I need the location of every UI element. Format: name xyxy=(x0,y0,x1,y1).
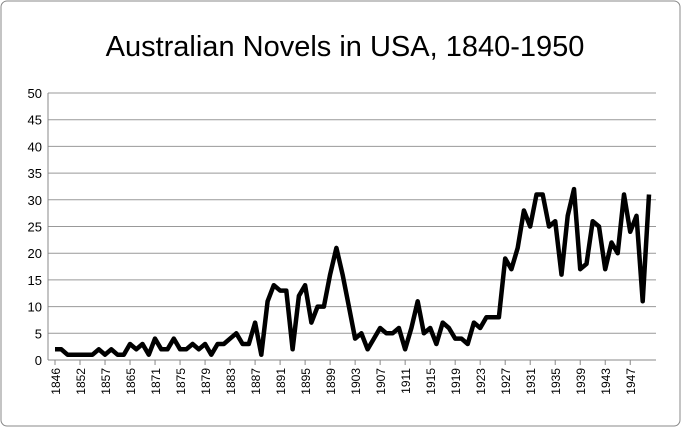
chart-title: Australian Novels in USA, 1840-1950 xyxy=(106,31,585,63)
x-tick-label: 1846 xyxy=(49,368,63,395)
y-tick-label: 35 xyxy=(28,166,42,181)
x-tick-label: 1903 xyxy=(349,368,363,395)
x-tick-label: 1899 xyxy=(324,368,338,395)
x-tick-label: 1871 xyxy=(149,368,163,395)
x-tick-label: 1875 xyxy=(174,368,188,395)
x-tick-label: 1947 xyxy=(624,368,638,395)
x-tick-label: 1919 xyxy=(449,368,463,395)
y-tick-label: 30 xyxy=(28,193,42,208)
x-tick-label: 1923 xyxy=(474,368,488,395)
y-tick-label: 15 xyxy=(28,273,42,288)
x-tick-label: 1852 xyxy=(74,368,88,395)
x-tick-label: 1939 xyxy=(574,368,588,395)
x-tick-label: 1943 xyxy=(599,368,613,395)
x-tick-label: 1935 xyxy=(549,368,563,395)
x-tick-label: 1865 xyxy=(124,368,138,395)
y-tick-label: 0 xyxy=(35,353,42,368)
x-tick-label: 1915 xyxy=(424,368,438,395)
y-tick-label: 10 xyxy=(28,300,42,315)
y-tick-label: 5 xyxy=(35,326,42,341)
x-tick-label: 1911 xyxy=(399,368,413,394)
x-tick-label: 1927 xyxy=(499,368,513,395)
x-tick-label: 1857 xyxy=(99,368,113,395)
y-tick-label: 20 xyxy=(28,246,42,261)
y-tick-label: 25 xyxy=(28,220,42,235)
x-tick-label: 1879 xyxy=(199,368,213,395)
x-tick-label: 1887 xyxy=(249,368,263,395)
x-tick-label: 1895 xyxy=(299,368,313,395)
x-tick-label: 1907 xyxy=(374,368,388,395)
y-tick-label: 40 xyxy=(28,139,42,154)
x-tick-label: 1883 xyxy=(224,368,238,395)
y-tick-label: 50 xyxy=(28,86,42,101)
x-tick-label: 1931 xyxy=(524,368,538,395)
y-tick-label: 45 xyxy=(28,113,42,128)
x-tick-label: 1891 xyxy=(274,368,288,395)
data-line xyxy=(55,186,652,357)
